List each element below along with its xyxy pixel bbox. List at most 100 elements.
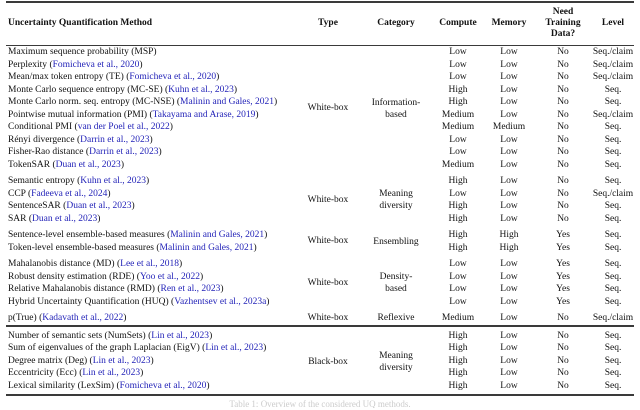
citation-close-paren: ) xyxy=(107,188,111,199)
category-cell: Information- based xyxy=(371,97,421,120)
citation-link[interactable]: Lin et al., 2023 xyxy=(151,330,210,341)
citation-link[interactable]: Lin et al., 2023 xyxy=(82,368,141,378)
method-cell: TokenSAR (Duan et al., 2023) xyxy=(6,159,296,172)
citation-open-paren: ( xyxy=(74,134,81,145)
need-training-cell: No xyxy=(557,368,569,378)
citation-link[interactable]: van der Poel et al., 2022 xyxy=(77,122,170,132)
method-group: p(True) (Kadavath et al., 2022) White-box… xyxy=(6,308,634,326)
need-training-cell: No xyxy=(557,72,569,82)
citation-close-paren: ) xyxy=(131,201,135,211)
memory-cell: Low xyxy=(500,259,518,269)
need-training-cell: Yes xyxy=(556,284,570,294)
citation-link[interactable]: Fomicheva et al., 2020 xyxy=(119,380,207,391)
citation-open-paren: ( xyxy=(145,330,152,341)
citation-close-paren: ) xyxy=(123,313,127,323)
citation-open-paren: ( xyxy=(154,242,160,253)
level-cell: Seq. xyxy=(604,343,622,353)
type-cell: White-box xyxy=(307,236,349,247)
table-row: SentenceSAR (Duan et al., 2023) High Low No… xyxy=(6,200,634,213)
method-cell: p(True) (Kadavath et al., 2022) xyxy=(6,308,296,326)
citation-link[interactable]: Malinin and Gales, 2021 xyxy=(180,97,274,107)
method-label: Semantic entropy xyxy=(8,176,75,186)
citation-link[interactable]: Duan et al., 2023 xyxy=(66,201,132,211)
citation-link[interactable]: Lin et al., 2023 xyxy=(205,343,264,353)
citation-close-paren: ) xyxy=(139,59,143,70)
method-group: Mahalanobis distance (MD) ( Lee et al., 2… xyxy=(6,254,634,308)
need-training-cell: Yes xyxy=(556,296,570,307)
citation-link[interactable]: Malinin and Gales, 2021 xyxy=(170,230,265,240)
citation-link[interactable]: Fomicheva et al., 2020 xyxy=(129,72,217,82)
citation-link[interactable]: Fadeeva et al., 2024 xyxy=(31,188,108,199)
need-training-cell: Yes xyxy=(556,242,570,253)
level-cell: Seq./claim xyxy=(592,188,634,199)
compute-cell: High xyxy=(448,176,468,186)
type-cell: White-box xyxy=(307,103,349,114)
citation-close-paren: ) xyxy=(253,242,257,253)
citation-close-paren: ) xyxy=(169,122,173,132)
method-label: Mahalanobis distance (MD) xyxy=(8,259,115,269)
citation-link[interactable]: Takayama and Arase, 2019 xyxy=(152,109,256,120)
citation-open-paren: ( xyxy=(60,201,67,211)
citation-link[interactable]: Ren et al., 2023 xyxy=(160,284,221,294)
compute-cell: Medium xyxy=(441,122,475,132)
memory-cell: Low xyxy=(500,147,518,157)
need-training-cell: Yes xyxy=(556,259,570,269)
citation-open-paren: ( xyxy=(36,313,43,323)
table-row: Degree matrix (Deg) (Lin et al., 2023) Hi… xyxy=(6,355,634,368)
citation-link[interactable]: Duan et al., 2023 xyxy=(55,159,121,170)
memory-cell: Low xyxy=(500,109,518,120)
citation-open-paren: ( xyxy=(114,380,120,391)
citation-open-paren: ( xyxy=(154,284,161,294)
citation-open-paren: ( xyxy=(134,271,140,282)
citation-link[interactable]: Duan et al., 2023 xyxy=(32,213,98,224)
compute-cell: High xyxy=(448,330,468,341)
citation-open-paren: ( xyxy=(123,72,130,82)
citation-link[interactable]: Lee et al., 2018 xyxy=(120,259,179,269)
method-cell: Degree matrix (Deg) (Lin et al., 2023) xyxy=(6,355,296,368)
method-cell: Pointwise mutual information (PMI) (Taka… xyxy=(6,109,296,122)
need-training-cell: No xyxy=(557,330,569,341)
memory-cell: Low xyxy=(500,368,518,378)
need-training-cell: No xyxy=(557,313,569,323)
citation-open-paren: ( xyxy=(199,343,206,353)
method-label: Conditional PMI xyxy=(8,122,73,132)
compute-cell: Low xyxy=(449,296,467,307)
citation-link[interactable]: Malinin and Gales, 2021 xyxy=(159,242,254,253)
memory-cell: Low xyxy=(500,72,518,82)
method-group: Semantic entropy (Kuhn et al., 2023) Whit… xyxy=(6,171,634,225)
method-cell: Conditional PMI (van der Poel et al., 20… xyxy=(6,121,296,134)
citation-close-paren: ) xyxy=(150,355,154,366)
memory-cell: Low xyxy=(500,330,518,341)
table-row: Mahalanobis distance (MD) ( Lee et al., 2… xyxy=(6,254,634,294)
need-training-cell: No xyxy=(557,97,569,107)
compute-cell: High xyxy=(448,201,468,211)
citation-link[interactable]: Kuhn et al., 2023 xyxy=(80,176,146,186)
need-training-cell: No xyxy=(557,213,569,224)
memory-cell: Low xyxy=(500,188,518,199)
col-header-type: Type xyxy=(318,18,338,28)
method-cell: Sentence-level ensemble-based measures (… xyxy=(6,225,296,242)
compute-cell: Low xyxy=(449,188,467,199)
method-cell: Mahalanobis distance (MD) (Lee et al., 2… xyxy=(6,254,296,271)
memory-cell: Low xyxy=(500,343,518,353)
compute-cell: Medium xyxy=(441,159,475,170)
citation-link[interactable]: Fomicheva et al., 2020 xyxy=(52,59,140,70)
level-cell: Seq. xyxy=(604,134,622,145)
citation-open-paren: ( xyxy=(74,176,81,186)
table-row: Number of semantic sets (NumSets) (Lin e… xyxy=(6,326,634,373)
memory-cell: Low xyxy=(500,59,518,70)
need-training-cell: No xyxy=(557,355,569,366)
citation-link[interactable]: Yoo et al., 2022 xyxy=(139,271,200,282)
citation-link[interactable]: Kadavath et al., 2022 xyxy=(42,313,124,323)
need-training-cell: No xyxy=(557,343,569,353)
col-header-memory: Memory xyxy=(491,18,527,28)
citation-link[interactable]: Kuhn et al., 2023 xyxy=(168,84,234,95)
citation-open-paren: ( xyxy=(147,109,153,120)
citation-link[interactable]: Lin et al., 2023 xyxy=(92,355,151,366)
compute-cell: High xyxy=(448,343,468,353)
citation-link[interactable]: Darrin et al., 2023 xyxy=(80,134,150,145)
memory-cell: Low xyxy=(500,47,518,57)
citation-link[interactable]: Darrin et al., 2023 xyxy=(89,147,159,157)
citation-link[interactable]: Vazhentsev et al., 2023a xyxy=(174,296,267,307)
